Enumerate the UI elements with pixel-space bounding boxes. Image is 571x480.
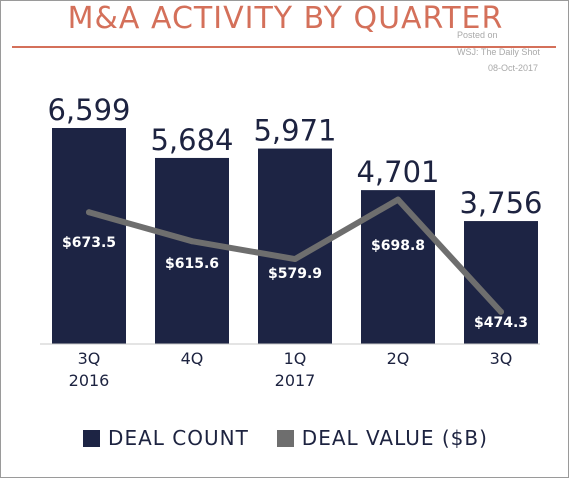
line-value-label-3: $698.8: [371, 238, 425, 254]
bar-deal-count-1: [155, 157, 229, 344]
point-deal-value-0: [86, 209, 92, 216]
x-tick-label-1-0: 4Q: [181, 349, 204, 368]
point-deal-value-4: [498, 308, 504, 315]
watermark-source: WSJ: The Daily Shot: [457, 47, 540, 57]
bar-value-label-4: 3,756: [459, 186, 542, 220]
legend-swatch-deal-value: [276, 429, 294, 447]
legend-label-deal-value: DEAL VALUE ($B): [301, 426, 488, 450]
x-tick-label-0-0: 3Q: [78, 349, 101, 368]
line-value-label-2: $579.9: [268, 266, 322, 282]
bar-value-label-3: 4,701: [356, 155, 439, 189]
bar-value-label-1: 5,684: [150, 123, 233, 157]
point-deal-value-3: [395, 196, 401, 203]
x-tick-label-3-0: 2Q: [387, 349, 410, 368]
point-deal-value-2: [292, 256, 298, 263]
x-tick-label-0-1: 2016: [69, 371, 110, 390]
point-deal-value-1: [189, 238, 195, 245]
legend-item-deal-value: DEAL VALUE ($B): [276, 426, 488, 450]
line-value-label-4: $474.3: [474, 315, 528, 331]
title-divider: [12, 46, 556, 48]
bar-value-label-0: 6,599: [47, 93, 130, 127]
legend-swatch-deal-count: [83, 429, 101, 447]
x-tick-label-4-0: 3Q: [490, 349, 513, 368]
line-value-label-1: $615.6: [165, 256, 219, 272]
x-tick-label-2-1: 2017: [275, 371, 316, 390]
bar-deal-count-0: [52, 128, 126, 344]
x-tick-label-2-0: 1Q: [284, 349, 307, 368]
line-value-label-0: $673.5: [62, 235, 116, 251]
watermark-date: 08-Oct-2017: [488, 63, 539, 73]
chart-plot: 6,599 5,684 5,971 4,701 3,756 $673.5 $615.6 $57…: [40, 93, 543, 390]
legend: DEAL COUNT DEAL VALUE ($B): [0, 426, 571, 450]
bar-value-label-2: 5,971: [253, 114, 336, 148]
watermark-posted-on: Posted on: [457, 30, 498, 40]
legend-label-deal-count: DEAL COUNT: [108, 426, 249, 450]
chart-title: M&A ACTIVITY BY QUARTER: [67, 1, 504, 36]
legend-item-deal-count: DEAL COUNT: [83, 426, 249, 450]
